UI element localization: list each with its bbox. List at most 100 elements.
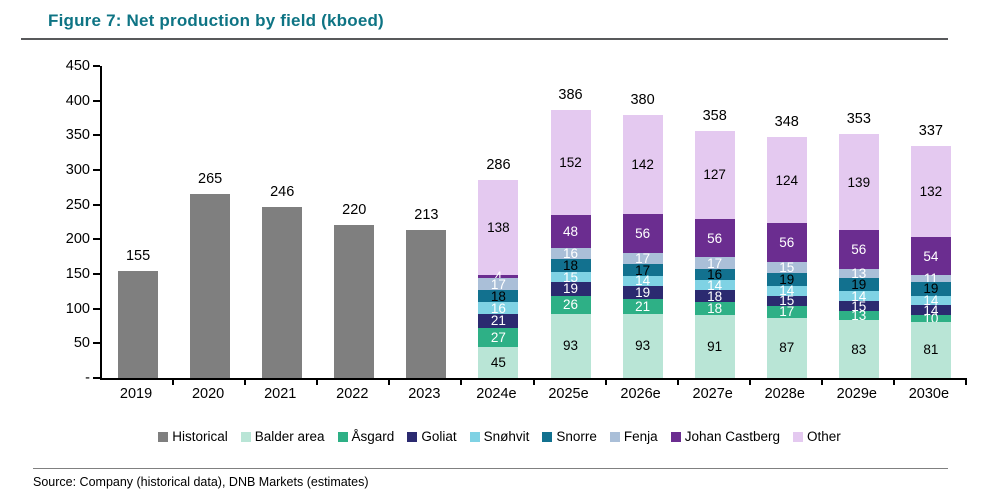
y-tick-label: 100 — [65, 300, 90, 317]
legend-item-historical: Historical — [158, 429, 228, 444]
x-axis-category-label: 2019 — [119, 386, 153, 402]
bar-segment-snorre: 19 — [766, 272, 807, 286]
bar-segment-johan-castberg: 48 — [550, 215, 591, 249]
legend-label: Johan Castberg — [684, 429, 780, 444]
y-tick-mark — [93, 99, 100, 102]
bar-segment-goliat: 19 — [622, 286, 663, 299]
source-note: Source: Company (historical data), DNB M… — [33, 475, 369, 489]
bar-segment-other: 138 — [478, 179, 519, 276]
bar-total-label: 353 — [846, 111, 871, 128]
chart-legend: Historical Balder area Åsgard Goliat Snøhvit… — [0, 429, 999, 444]
bar-segment-historical — [118, 270, 159, 378]
bar-column: 220 — [318, 66, 390, 378]
bar-segment-other: 142 — [622, 115, 663, 214]
plot-area: 155 265 246 220 213 286 138 4 17 18 16 21 27 45 386 152… — [93, 65, 967, 385]
bar-total-label: 265 — [198, 171, 223, 188]
bar-total-label: 213 — [414, 207, 439, 224]
legend-swatch-icon — [469, 431, 480, 442]
bar-segment-snorre: 19 — [910, 282, 951, 296]
bar-column: 286 138 4 17 18 16 21 27 45 — [462, 66, 534, 378]
bar-segment-goliat: 19 — [550, 282, 591, 296]
y-tick-mark — [93, 203, 100, 206]
legend-item-fenja: Fenja — [609, 429, 658, 444]
bar-segment-historical — [262, 207, 303, 378]
legend-item-snorre: Snorre — [542, 429, 597, 444]
legend-label: Åsgard — [351, 429, 395, 444]
bar-segment-sn-hvit: 16 — [478, 301, 519, 315]
bar-segment--sgard: 13 — [838, 309, 879, 323]
x-tick-mark — [388, 380, 391, 385]
bar-segment-fenja: 17 — [622, 252, 663, 265]
legend-swatch-icon — [407, 431, 418, 442]
bar-total-label: 358 — [702, 107, 727, 124]
x-axis-category-label: 2030e — [908, 386, 950, 402]
bar-total-label: 155 — [125, 247, 151, 264]
bar-segment-goliat: 15 — [766, 294, 807, 308]
bar-column: 246 — [246, 66, 318, 378]
x-axis-category-label: 2025e — [548, 386, 589, 402]
bar-segment-johan-castberg: 56 — [838, 230, 879, 270]
bar-segment-other: 127 — [694, 130, 735, 219]
legend-label: Historical — [172, 429, 228, 444]
bar-segment-snorre: 18 — [478, 289, 519, 303]
x-tick-mark — [676, 380, 679, 385]
y-tick-label: - — [85, 370, 90, 386]
legend-item-other: Other — [793, 429, 841, 444]
y-tick-label: 450 — [65, 58, 90, 74]
bar-column: 265 — [174, 66, 246, 378]
bar-segment-balder-area: 87 — [766, 317, 807, 378]
y-tick-mark — [93, 134, 100, 137]
legend-label: Goliat — [421, 429, 457, 444]
y-tick-label: 150 — [65, 266, 90, 282]
legend-label: Fenja — [623, 429, 658, 444]
bar-segment-balder-area: 83 — [838, 320, 879, 378]
bar-column: 348 124 56 15 19 14 15 17 87 — [751, 66, 823, 378]
bar-segment--sgard: 26 — [550, 295, 591, 314]
bar-column: 155 — [102, 66, 174, 378]
bar-total-label: 380 — [630, 92, 655, 109]
bar-segment--sgard: 27 — [478, 328, 519, 347]
x-axis-category-label: 2024e — [476, 386, 517, 402]
bar-segment--sgard: 10 — [910, 312, 951, 325]
legend-item-balder-area: Balder area — [240, 429, 325, 444]
bar-segment-other: 124 — [766, 137, 807, 224]
bar-segment-sn-hvit: 15 — [550, 270, 591, 284]
y-tick-label: 50 — [73, 335, 90, 352]
bar-segment-historical — [334, 225, 375, 378]
x-axis-category-label: 2023 — [408, 386, 441, 402]
bar-total-label: 337 — [918, 122, 943, 139]
bar-segment-sn-hvit: 14 — [838, 290, 879, 303]
x-axis-category-label: 2022 — [336, 386, 369, 402]
y-tick-label: 250 — [65, 196, 90, 213]
x-tick-mark — [604, 380, 607, 385]
bar-column: 337 132 54 11 19 14 14 10 81 — [895, 66, 967, 378]
y-tick-label: 200 — [65, 231, 90, 248]
bar-segment-historical — [190, 194, 231, 378]
bar-segment-balder-area: 81 — [910, 321, 951, 378]
x-tick-mark — [748, 380, 751, 385]
source-divider — [33, 468, 948, 469]
legend-item-goliat: Goliat — [407, 429, 457, 444]
bar-segment-balder-area: 45 — [478, 346, 519, 378]
bar-segment-fenja: 16 — [550, 247, 591, 261]
bar-segment-johan-castberg: 4 — [478, 271, 519, 283]
bar-segment-balder-area: 93 — [622, 313, 663, 378]
bar-segment-goliat: 18 — [694, 289, 735, 303]
bar-total-label: 220 — [342, 202, 367, 219]
x-tick-mark — [460, 380, 463, 385]
x-axis-category-label: 2020 — [191, 386, 225, 402]
legend-swatch-icon — [670, 431, 681, 442]
bar-total-label: 286 — [486, 156, 511, 173]
x-axis-category-label: 2029e — [836, 386, 877, 402]
bar-segment-goliat: 21 — [478, 313, 519, 329]
legend-swatch-icon — [337, 431, 348, 442]
legend-label: Other — [807, 429, 841, 444]
legend-label: Balder area — [254, 429, 325, 444]
x-axis-category-label: 2021 — [264, 386, 297, 402]
bar-segment-goliat: 15 — [838, 299, 879, 313]
bar-segment-balder-area: 93 — [550, 313, 591, 378]
bar-segment-snorre: 17 — [622, 264, 663, 277]
y-tick-mark — [93, 273, 100, 275]
y-tick-mark — [93, 342, 100, 345]
y-tick-mark — [93, 65, 100, 67]
